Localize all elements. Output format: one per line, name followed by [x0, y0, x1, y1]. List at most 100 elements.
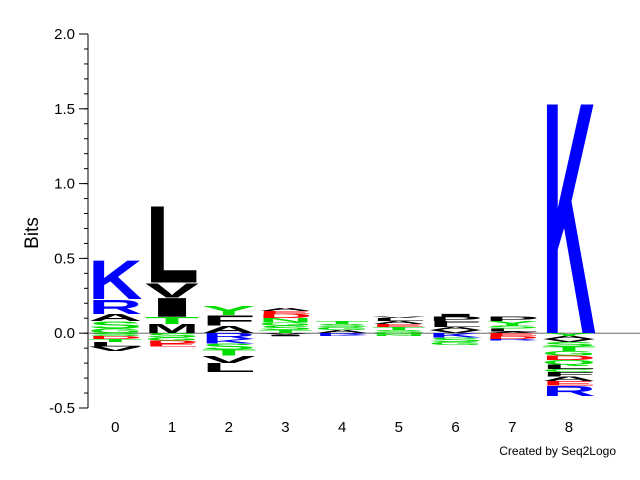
y-tick-label: 0.0 — [54, 325, 75, 342]
logo-letter-L: L — [429, 323, 483, 328]
logo-letter-A: A — [542, 376, 596, 383]
logo-letter-L: L — [372, 318, 426, 323]
logo-letter-Y: Y — [202, 304, 256, 318]
logo-letter-I: I — [429, 313, 483, 318]
logo-letter-V: V — [429, 330, 483, 335]
logo-letter-T: T — [202, 348, 256, 357]
logo-letter-G: G — [542, 350, 596, 357]
logo-letter-D: D — [88, 335, 142, 340]
logo-letter-G: G — [372, 333, 426, 335]
logo-letter-L: L — [542, 364, 596, 371]
x-tick-label: 1 — [168, 419, 176, 436]
x-tick-label: 2 — [225, 419, 233, 436]
logo-letter-F: F — [542, 371, 596, 378]
logo-letters: GSARKSDTLVMTIVLSGDEAFYRKSTVLTSGNDEAVIAGS… — [88, 34, 596, 405]
logo-letter-V: V — [258, 333, 312, 335]
logo-letter-K: K — [315, 334, 369, 336]
logo-letter-E: E — [372, 324, 426, 329]
logo-letter-V: V — [372, 316, 426, 318]
y-tick-label: 2.0 — [54, 26, 75, 43]
logo-letter-K: K — [542, 34, 596, 405]
logo-letter-S: S — [485, 325, 539, 330]
logo-letter-F: F — [202, 313, 256, 329]
logo-letter-A: A — [202, 324, 256, 335]
logo-letter-A: A — [542, 335, 596, 340]
logo-letter-E: E — [485, 332, 539, 337]
logo-letter-I: I — [258, 334, 312, 336]
logo-letter-G: G — [145, 337, 199, 342]
logo-letter-D: D — [542, 355, 596, 362]
logo-letter-S: S — [542, 341, 596, 348]
logo-letter-Y: Y — [542, 332, 596, 337]
logo-letter-R: R — [202, 332, 256, 341]
logo-letter-G: G — [429, 341, 483, 346]
logo-letter-E: E — [145, 343, 199, 348]
logo-letter-F: F — [429, 321, 483, 326]
logo-letter-R: R — [485, 339, 539, 341]
logo-letter-S: S — [88, 320, 142, 332]
logo-letter-L: L — [145, 184, 199, 306]
logo-letter-G: G — [258, 322, 312, 327]
logo-letter-M: M — [145, 322, 199, 336]
y-tick-label: 1.0 — [54, 176, 75, 193]
logo-letter-C: C — [542, 368, 596, 373]
y-tick-label: 0.5 — [54, 250, 75, 267]
logo-letter-S: S — [145, 332, 199, 339]
logo-letter-S: S — [429, 337, 483, 344]
logo-letter-A: A — [315, 330, 369, 335]
logo-letter-R: R — [542, 383, 596, 399]
logo-letter-S: S — [315, 324, 369, 329]
logo-letter-A: A — [258, 307, 312, 312]
logo-letter-A: A — [372, 321, 426, 326]
logo-letter-S: S — [88, 332, 142, 337]
logo-letter-R: R — [88, 295, 142, 318]
x-tick-label: 6 — [451, 419, 459, 436]
x-tick-label: 3 — [281, 419, 289, 436]
logo-letter-V: V — [88, 346, 142, 353]
logo-letter-T: T — [88, 338, 142, 343]
logo-letter-A: A — [485, 331, 539, 333]
x-tick-label: 8 — [565, 419, 573, 436]
y-axis: -0.5 0.0 0.5 1.0 1.5 2.0 0 1 2 3 4 5 6 7 8 — [49, 26, 640, 436]
logo-letter-A: A — [88, 312, 142, 323]
logo-letter-T: T — [315, 321, 369, 326]
logo-letter-S: S — [202, 342, 256, 351]
logo-letter-K: K — [429, 332, 483, 339]
x-tick-label: 7 — [508, 419, 516, 436]
logo-letter-G: G — [88, 328, 142, 335]
logo-letter-D: D — [485, 335, 539, 340]
y-axis-label: Bits — [22, 217, 43, 249]
logo-letter-V: V — [145, 279, 199, 302]
logo-letter-L: L — [202, 361, 256, 375]
logo-letter-V: V — [202, 354, 257, 366]
logo-letter-P: P — [429, 316, 483, 323]
y-tick-label: -0.5 — [49, 400, 75, 417]
x-tick-label: 4 — [338, 419, 346, 436]
logo-letter-P: P — [485, 316, 539, 323]
x-tick-label: 5 — [395, 419, 403, 436]
logo-letter-T: T — [145, 315, 199, 327]
logo-letter-N: N — [258, 317, 312, 324]
logo-letter-D: D — [145, 340, 199, 345]
credit-text: Created by Seq2Logo — [499, 444, 616, 458]
logo-letter-S: S — [258, 325, 312, 332]
logo-letter-G: G — [315, 326, 369, 331]
logo-letter-Q: Q — [542, 359, 596, 366]
logo-letter-R: R — [315, 333, 369, 335]
logo-letter-S: S — [372, 330, 426, 335]
logo-letter-K: K — [202, 338, 256, 345]
logo-letter-K: K — [88, 249, 142, 312]
logo-letter-V: V — [542, 338, 596, 343]
logo-letter-D: D — [258, 313, 312, 320]
x-tick-label: 0 — [111, 419, 119, 436]
logo-letter-Y: Y — [485, 320, 539, 327]
y-tick-label: 1.5 — [54, 101, 75, 118]
logo-letter-T: T — [372, 326, 426, 331]
logo-letter-A: A — [429, 327, 483, 332]
logo-letter-E: E — [258, 310, 312, 315]
logo-letter-E: E — [542, 380, 596, 387]
logo-letter-N: N — [372, 334, 426, 336]
logo-letter-L: L — [485, 328, 539, 333]
logo-letter-L: L — [88, 341, 142, 348]
